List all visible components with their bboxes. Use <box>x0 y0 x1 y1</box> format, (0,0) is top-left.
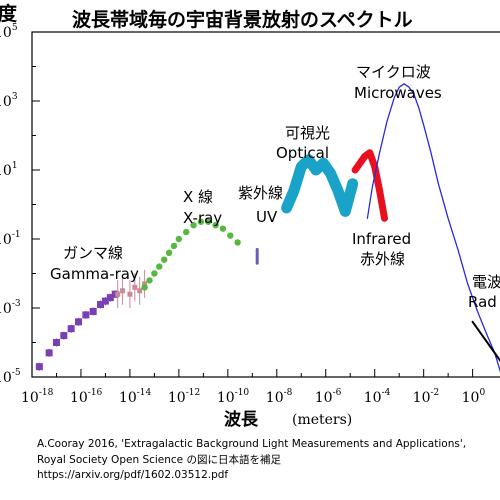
band-label-optical-ja: 可視光 <box>285 124 330 142</box>
x-axis-unit: (meters) <box>292 412 352 428</box>
series-2-point-3 <box>156 263 162 269</box>
y-tick-label-1: 10-3 <box>0 299 21 317</box>
series-1-point-1 <box>120 288 125 293</box>
band-label-optical-en: Optical <box>276 144 329 162</box>
series-0-point-0 <box>36 363 43 370</box>
series-2 <box>141 219 240 291</box>
x-tick-label-6: 10-6 <box>315 388 342 406</box>
series-0-point-1 <box>46 349 53 356</box>
series-0-point-5 <box>75 318 82 325</box>
y-tick-label-5: 105 <box>0 23 18 41</box>
series-2-point-14 <box>227 232 233 238</box>
band-label-xray-ja: X 線 <box>183 188 213 206</box>
source-caption: A.Cooray 2016, 'Extragalactic Background… <box>37 437 497 484</box>
band-label-gamma-ja: ガンマ線 <box>63 244 123 262</box>
series-1-point-0 <box>115 292 120 297</box>
series-2-point-7 <box>176 236 182 242</box>
series-0-point-7 <box>90 308 97 315</box>
x-tick-labels: 10-18 10-16 10-14 10-12 10-10 10-8 10-6 10-4 10-… <box>21 388 485 406</box>
ylabel-fragment: 度 <box>0 2 18 25</box>
series-0-point-6 <box>82 311 89 318</box>
band-label-radio-en: Rad <box>468 293 497 311</box>
y-tick-label-3: 101 <box>0 161 18 179</box>
series-2-point-15 <box>234 239 240 245</box>
band-label-microwave-ja: マイクロ波 <box>356 63 431 81</box>
band-label-microwave-en: Microwaves <box>354 84 442 102</box>
x-tick-label-2: 10-14 <box>119 388 152 406</box>
series-0-point-2 <box>53 339 60 346</box>
band-labels: ガンマ線 Gamma-ray X 線 X-ray 紫外線 UV 可視光 Opti… <box>50 63 500 311</box>
x-tick-label-0: 10-18 <box>21 388 54 406</box>
band-label-uv-ja: 紫外線 <box>238 184 283 202</box>
y-tick-label-0: 10-5 <box>0 368 21 386</box>
x-tick-label-1: 10-16 <box>70 388 103 406</box>
x-tick-label-5: 10-8 <box>266 388 293 406</box>
y-tick-labels: 10-5 10-3 10-1 101 103 105 <box>0 23 21 386</box>
chart-title: 波長帯域毎の宇宙背景放射のスペクトル <box>72 8 413 31</box>
series-2-point-6 <box>171 243 177 249</box>
series-2-point-2 <box>151 270 157 276</box>
x-tick-label-4: 10-10 <box>217 388 250 406</box>
x-tick-label-8: 10-2 <box>413 388 440 406</box>
band-label-infrared-en: Infrared <box>352 230 411 248</box>
series-0-point-4 <box>68 325 75 332</box>
x-tick-label-9: 100 <box>462 388 486 406</box>
x-axis-label: 波長 <box>224 409 259 430</box>
band-label-infrared-ja: 赤外線 <box>360 250 405 268</box>
series-1-point-3 <box>132 285 137 290</box>
series-1-point-4 <box>137 288 142 293</box>
series-0 <box>36 290 119 370</box>
band-label-gamma-en: Gamma-ray <box>50 265 139 283</box>
caption-line-2: Royal Society Open Science の図に日本語を補足 <box>37 453 497 469</box>
series-layer <box>36 84 500 377</box>
caption-line-3: https://arxiv.org/pdf/1602.03512.pdf <box>37 468 497 484</box>
series-line-5 <box>355 153 384 219</box>
x-tick-label-3: 10-12 <box>168 388 200 406</box>
series-line-4 <box>287 160 353 212</box>
caption-line-1: A.Cooray 2016, 'Extragalactic Background… <box>37 437 497 453</box>
series-2-point-5 <box>166 250 172 256</box>
series-2-point-1 <box>146 277 152 283</box>
y-tick-label-2: 10-1 <box>0 230 21 248</box>
series-0-point-3 <box>60 332 67 339</box>
series-2-point-8 <box>183 229 189 235</box>
band-label-radio-ja: 電波 <box>472 273 500 291</box>
series-2-point-4 <box>161 257 167 263</box>
series-5 <box>355 153 384 219</box>
band-label-xray-en: X-ray <box>183 209 222 227</box>
y-tick-label-4: 103 <box>0 92 18 110</box>
x-tick-label-7: 10-4 <box>364 388 391 406</box>
series-1-point-2 <box>127 292 132 297</box>
band-label-uv-en: UV <box>256 208 278 226</box>
series-4 <box>287 160 353 212</box>
series-2-point-0 <box>141 284 147 290</box>
